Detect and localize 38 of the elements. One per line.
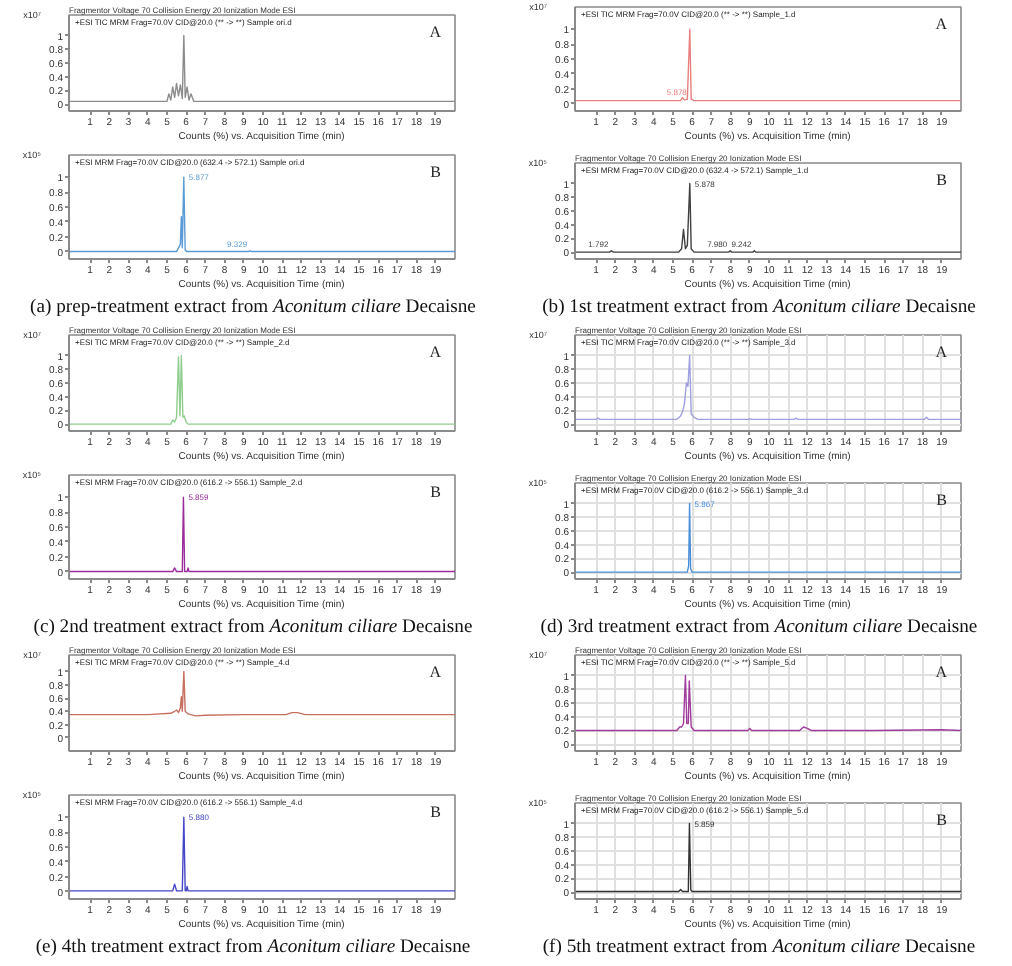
text: Aconitum ciliare bbox=[273, 296, 401, 318]
annotation: B bbox=[430, 483, 442, 501]
text: Aconitum ciliare bbox=[772, 296, 901, 318]
annotation: A bbox=[935, 15, 948, 33]
annotation: A bbox=[429, 23, 442, 41]
text: (c) 2nd treatment extract from bbox=[33, 616, 265, 638]
text: Decaisne bbox=[402, 616, 473, 638]
line-series bbox=[575, 28, 961, 102]
text: (f) 5th treatment extract from bbox=[542, 936, 768, 958]
line-series bbox=[575, 354, 961, 421]
annotation: B bbox=[936, 171, 948, 189]
text: Decaisne bbox=[399, 936, 471, 958]
text: Aconitum ciliare bbox=[267, 936, 396, 958]
text: Aconitum ciliare bbox=[269, 616, 398, 638]
annotation: B bbox=[430, 163, 442, 181]
annotation: B bbox=[936, 491, 948, 509]
text: Decaisne bbox=[907, 616, 978, 638]
line-series bbox=[69, 176, 455, 253]
text: Aconitum ciliare bbox=[774, 616, 903, 638]
text: (a) prep-treatment extract from bbox=[30, 296, 269, 318]
line-series bbox=[69, 816, 455, 892]
text: (e) 4th treatment extract from bbox=[35, 936, 263, 958]
text: Decaisne bbox=[905, 296, 976, 318]
text: Aconitum ciliare bbox=[772, 936, 901, 958]
annotation: A bbox=[429, 663, 442, 681]
text: (d) 3rd treatment extract from bbox=[540, 616, 770, 638]
line-series bbox=[575, 182, 961, 253]
text: (b) 1st treatment extract from bbox=[542, 296, 769, 318]
line-series bbox=[575, 674, 961, 732]
annotation: B bbox=[430, 803, 442, 821]
text: Decaisne bbox=[405, 296, 476, 318]
annotation: A bbox=[935, 343, 948, 361]
line-series bbox=[69, 670, 455, 717]
annotation: B bbox=[936, 811, 948, 829]
annotation: A bbox=[429, 343, 442, 361]
text: Decaisne bbox=[904, 936, 976, 958]
line-series bbox=[69, 354, 455, 425]
annotation: A bbox=[935, 663, 948, 681]
